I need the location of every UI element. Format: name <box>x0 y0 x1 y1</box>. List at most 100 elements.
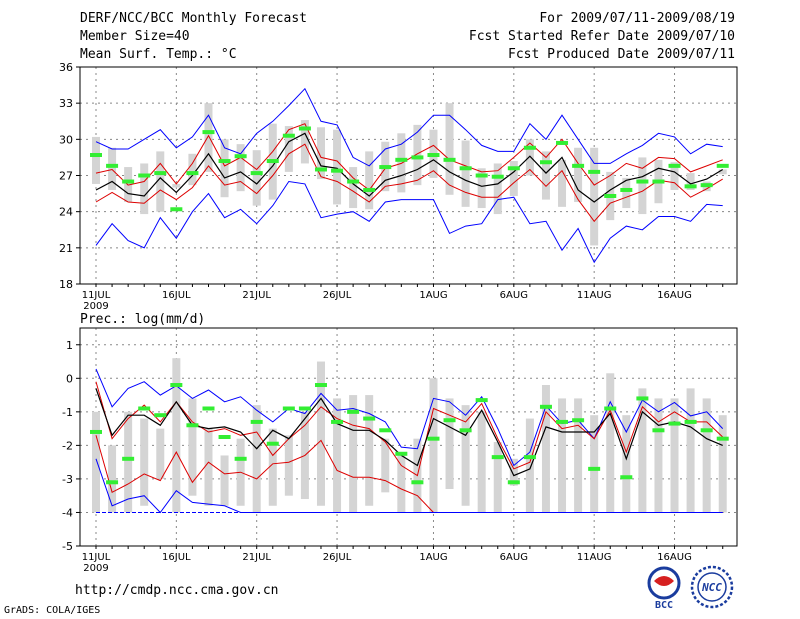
obs-marker <box>427 436 440 441</box>
plot-frame <box>79 327 738 547</box>
obs-marker <box>652 428 665 433</box>
x-tick-label: 16JUL <box>162 552 191 563</box>
spread-box <box>718 415 727 513</box>
spread-box <box>461 140 470 207</box>
spread-box <box>108 147 117 190</box>
obs-marker <box>395 157 408 162</box>
spread-box <box>316 361 325 506</box>
obs-marker <box>411 480 424 485</box>
y-tick-label: 36 <box>59 61 73 74</box>
spread-box <box>284 435 293 496</box>
y-tick-label: 0 <box>66 372 73 385</box>
grads-credit: GrADS: COLA/IGES <box>4 605 101 616</box>
obs-marker <box>443 418 456 423</box>
spread-box <box>365 395 374 506</box>
obs-marker <box>604 193 617 198</box>
spread-box <box>204 428 213 506</box>
spread-box <box>397 452 406 513</box>
spread-box <box>316 127 325 180</box>
obs-marker <box>90 153 102 158</box>
spread-box <box>124 411 133 513</box>
obs-marker <box>684 419 697 424</box>
spread-box <box>92 411 100 513</box>
spread-box <box>188 398 197 496</box>
y-tick-label: -3 <box>62 473 73 486</box>
obs-marker <box>716 436 729 441</box>
obs-marker <box>588 169 601 174</box>
y-tick-label: 27 <box>59 170 73 183</box>
spread-box <box>525 418 534 513</box>
obs-marker <box>668 421 681 426</box>
spread-box <box>509 161 518 196</box>
y-tick-label: 18 <box>59 278 73 291</box>
obs-marker <box>331 419 344 424</box>
spread-box <box>300 120 309 164</box>
spread-box <box>509 458 518 486</box>
y-tick-label: 1 <box>66 339 73 352</box>
obs-marker <box>234 456 247 461</box>
y-tick-label: -5 <box>62 540 73 553</box>
spread-box <box>429 378 438 513</box>
obs-marker <box>684 184 697 189</box>
x-tick-label: 21JUL <box>242 552 271 563</box>
x-tick-label: 1AUG <box>419 290 447 301</box>
spread-box <box>236 144 245 192</box>
spread-box <box>525 139 534 176</box>
x-tick-label: 11JUL <box>82 552 111 563</box>
spread-box <box>252 150 261 206</box>
spread-box <box>445 398 454 489</box>
x-tick-label: 11JUL <box>82 290 111 301</box>
min-line <box>95 87 723 167</box>
spread-box <box>477 411 486 513</box>
obs-marker <box>122 179 135 184</box>
obs-marker <box>411 155 424 160</box>
obs-marker <box>588 466 601 471</box>
obs-marker <box>459 166 472 171</box>
obs-marker <box>202 130 215 135</box>
obs-marker <box>475 173 488 178</box>
obs-marker <box>106 480 119 485</box>
x-tick-label: 16AUG <box>657 552 692 563</box>
spread-box <box>622 177 631 209</box>
obs-marker <box>347 409 360 414</box>
obs-marker <box>122 456 135 461</box>
spread-box <box>606 373 615 513</box>
x-tick-label: 6AUG <box>500 552 528 563</box>
obs-marker <box>347 179 360 184</box>
obs-marker <box>636 396 649 401</box>
obs-marker <box>459 428 472 433</box>
obs-marker <box>700 183 713 188</box>
obs-marker <box>523 455 536 460</box>
spread-box <box>156 428 165 479</box>
spread-box <box>477 168 486 209</box>
obs-marker <box>202 406 215 411</box>
obs-marker <box>652 179 665 184</box>
obs-marker <box>298 406 311 411</box>
obs-marker <box>572 418 585 423</box>
spread-box <box>574 398 583 513</box>
x-tick-label: 16JUL <box>162 290 191 301</box>
spread-box <box>638 388 647 513</box>
forecast-period: For 2009/07/11-2009/08/19 <box>539 11 735 26</box>
x-tick-label: 16AUG <box>657 290 692 301</box>
spread-box <box>622 415 631 513</box>
ncc-logo-inner-ring <box>697 572 727 602</box>
obs-marker <box>234 154 247 159</box>
spread-box <box>686 388 695 513</box>
spread-box <box>574 147 583 203</box>
spread-box <box>493 163 502 215</box>
obs-marker <box>170 383 183 388</box>
obs-marker <box>138 173 151 178</box>
obs-marker <box>186 423 199 428</box>
obs-marker <box>604 406 617 411</box>
bcc-logo-mark <box>654 576 674 586</box>
obs-marker <box>314 383 327 388</box>
mean-line <box>95 388 723 477</box>
obs-marker <box>539 404 552 409</box>
upper-line <box>95 123 723 191</box>
max-line <box>95 180 723 264</box>
obs-marker <box>491 174 504 179</box>
spread-box <box>140 163 149 215</box>
x-year-label: 2009 <box>83 301 108 312</box>
